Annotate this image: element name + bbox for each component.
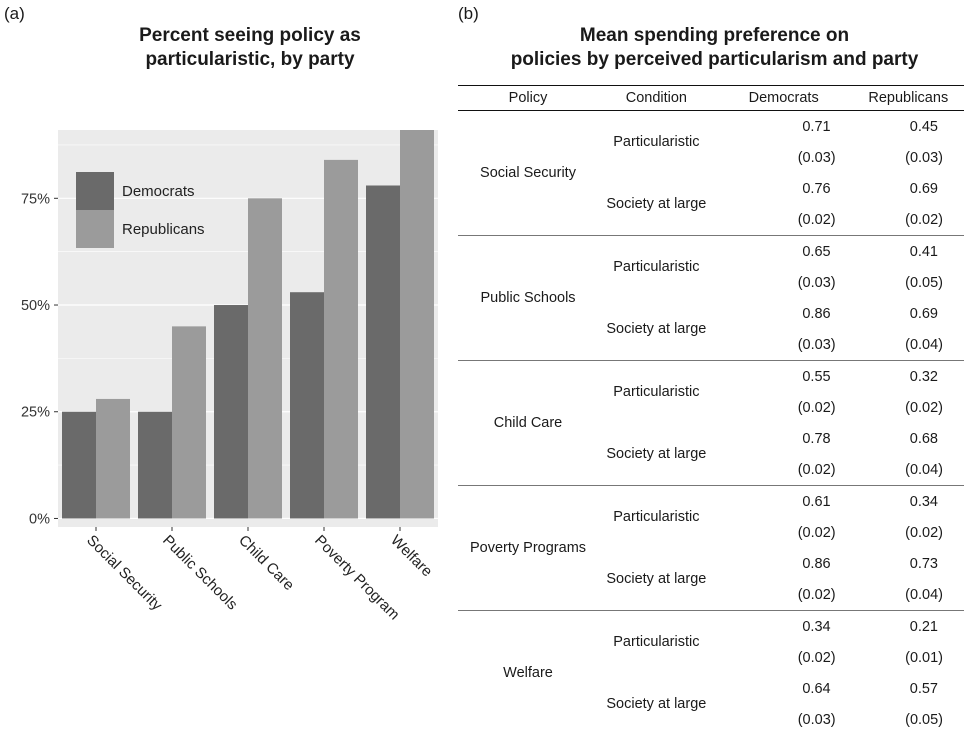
bar-democrats xyxy=(366,185,400,518)
policy-cell: Social Security xyxy=(458,111,598,236)
table-header-row: Policy Condition Democrats Republicans xyxy=(458,86,964,111)
republicans-mean-cell: 0.41 xyxy=(853,236,964,268)
democrats-mean-cell: 0.86 xyxy=(715,298,853,329)
x-tick-label: Child Care xyxy=(235,532,297,594)
y-tick-label: 25% xyxy=(21,405,50,421)
x-tick-label: Public Schools xyxy=(159,532,241,614)
democrats-se-cell: (0.02) xyxy=(715,454,853,486)
republicans-mean-cell: 0.69 xyxy=(853,173,964,204)
condition-cell: Society at large xyxy=(598,173,715,236)
condition-cell: Particularistic xyxy=(598,611,715,674)
republicans-mean-cell: 0.73 xyxy=(853,548,964,579)
condition-cell: Particularistic xyxy=(598,236,715,299)
bar-democrats xyxy=(290,292,324,518)
legend-swatch-republicans xyxy=(76,210,114,248)
x-tick-label: Welfare xyxy=(387,532,435,580)
bar-republicans xyxy=(172,326,206,518)
republicans-se-cell: (0.04) xyxy=(853,329,964,361)
republicans-mean-cell: 0.34 xyxy=(853,486,964,518)
y-tick-label: 75% xyxy=(21,191,50,207)
democrats-se-cell: (0.03) xyxy=(715,704,853,735)
republicans-se-cell: (0.02) xyxy=(853,392,964,423)
democrats-se-cell: (0.03) xyxy=(715,329,853,361)
democrats-se-cell: (0.03) xyxy=(715,142,853,173)
democrats-mean-cell: 0.55 xyxy=(715,361,853,393)
democrats-mean-cell: 0.71 xyxy=(715,111,853,143)
policy-cell: Welfare xyxy=(458,611,598,735)
democrats-se-cell: (0.02) xyxy=(715,579,853,611)
republicans-se-cell: (0.05) xyxy=(853,704,964,735)
table-title-line-1: Mean spending preference on xyxy=(462,24,967,48)
democrats-mean-cell: 0.64 xyxy=(715,673,853,704)
republicans-mean-cell: 0.57 xyxy=(853,673,964,704)
header-republicans: Republicans xyxy=(853,86,964,111)
results-table: Policy Condition Democrats Republicans S… xyxy=(458,85,964,735)
republicans-mean-cell: 0.45 xyxy=(853,111,964,143)
header-policy: Policy xyxy=(458,86,598,111)
header-democrats: Democrats xyxy=(715,86,853,111)
democrats-mean-cell: 0.61 xyxy=(715,486,853,518)
bar-republicans xyxy=(96,399,130,519)
republicans-mean-cell: 0.69 xyxy=(853,298,964,329)
democrats-se-cell: (0.02) xyxy=(715,204,853,236)
bar-democrats xyxy=(62,412,96,519)
bar-republicans xyxy=(324,160,358,519)
democrats-se-cell: (0.02) xyxy=(715,642,853,673)
republicans-mean-cell: 0.32 xyxy=(853,361,964,393)
condition-cell: Society at large xyxy=(598,423,715,486)
republicans-se-cell: (0.01) xyxy=(853,642,964,673)
legend-swatch-democrats xyxy=(76,172,114,210)
republicans-se-cell: (0.02) xyxy=(853,204,964,236)
democrats-se-cell: (0.03) xyxy=(715,267,853,298)
condition-cell: Society at large xyxy=(598,673,715,735)
y-tick-label: 0% xyxy=(29,511,50,527)
republicans-mean-cell: 0.21 xyxy=(853,611,964,643)
header-condition: Condition xyxy=(598,86,715,111)
policy-cell: Child Care xyxy=(458,361,598,486)
democrats-mean-cell: 0.65 xyxy=(715,236,853,268)
republicans-mean-cell: 0.68 xyxy=(853,423,964,454)
x-tick-label: Social Security xyxy=(83,532,166,615)
condition-cell: Particularistic xyxy=(598,361,715,424)
bar-republicans xyxy=(248,198,282,518)
democrats-mean-cell: 0.76 xyxy=(715,173,853,204)
y-tick-label: 50% xyxy=(21,298,50,314)
republicans-se-cell: (0.04) xyxy=(853,579,964,611)
table-title: Mean spending preference on policies by … xyxy=(462,24,967,72)
democrats-se-cell: (0.02) xyxy=(715,392,853,423)
condition-cell: Society at large xyxy=(598,548,715,611)
democrats-se-cell: (0.02) xyxy=(715,517,853,548)
democrats-mean-cell: 0.86 xyxy=(715,548,853,579)
republicans-se-cell: (0.05) xyxy=(853,267,964,298)
legend-label-republicans: Republicans xyxy=(122,221,205,238)
legend-label-democrats: Democrats xyxy=(122,183,195,200)
condition-cell: Society at large xyxy=(598,298,715,361)
panel-b-label: (b) xyxy=(458,4,479,24)
table-title-line-2: policies by perceived particularism and … xyxy=(462,48,967,72)
republicans-se-cell: (0.03) xyxy=(853,142,964,173)
bar-democrats xyxy=(214,305,248,518)
policy-cell: Public Schools xyxy=(458,236,598,361)
policy-cell: Poverty Programs xyxy=(458,486,598,611)
condition-cell: Particularistic xyxy=(598,111,715,174)
republicans-se-cell: (0.04) xyxy=(853,454,964,486)
bar-democrats xyxy=(138,412,172,519)
condition-cell: Particularistic xyxy=(598,486,715,549)
bar-republicans xyxy=(400,130,434,518)
republicans-se-cell: (0.02) xyxy=(853,517,964,548)
democrats-mean-cell: 0.78 xyxy=(715,423,853,454)
democrats-mean-cell: 0.34 xyxy=(715,611,853,643)
